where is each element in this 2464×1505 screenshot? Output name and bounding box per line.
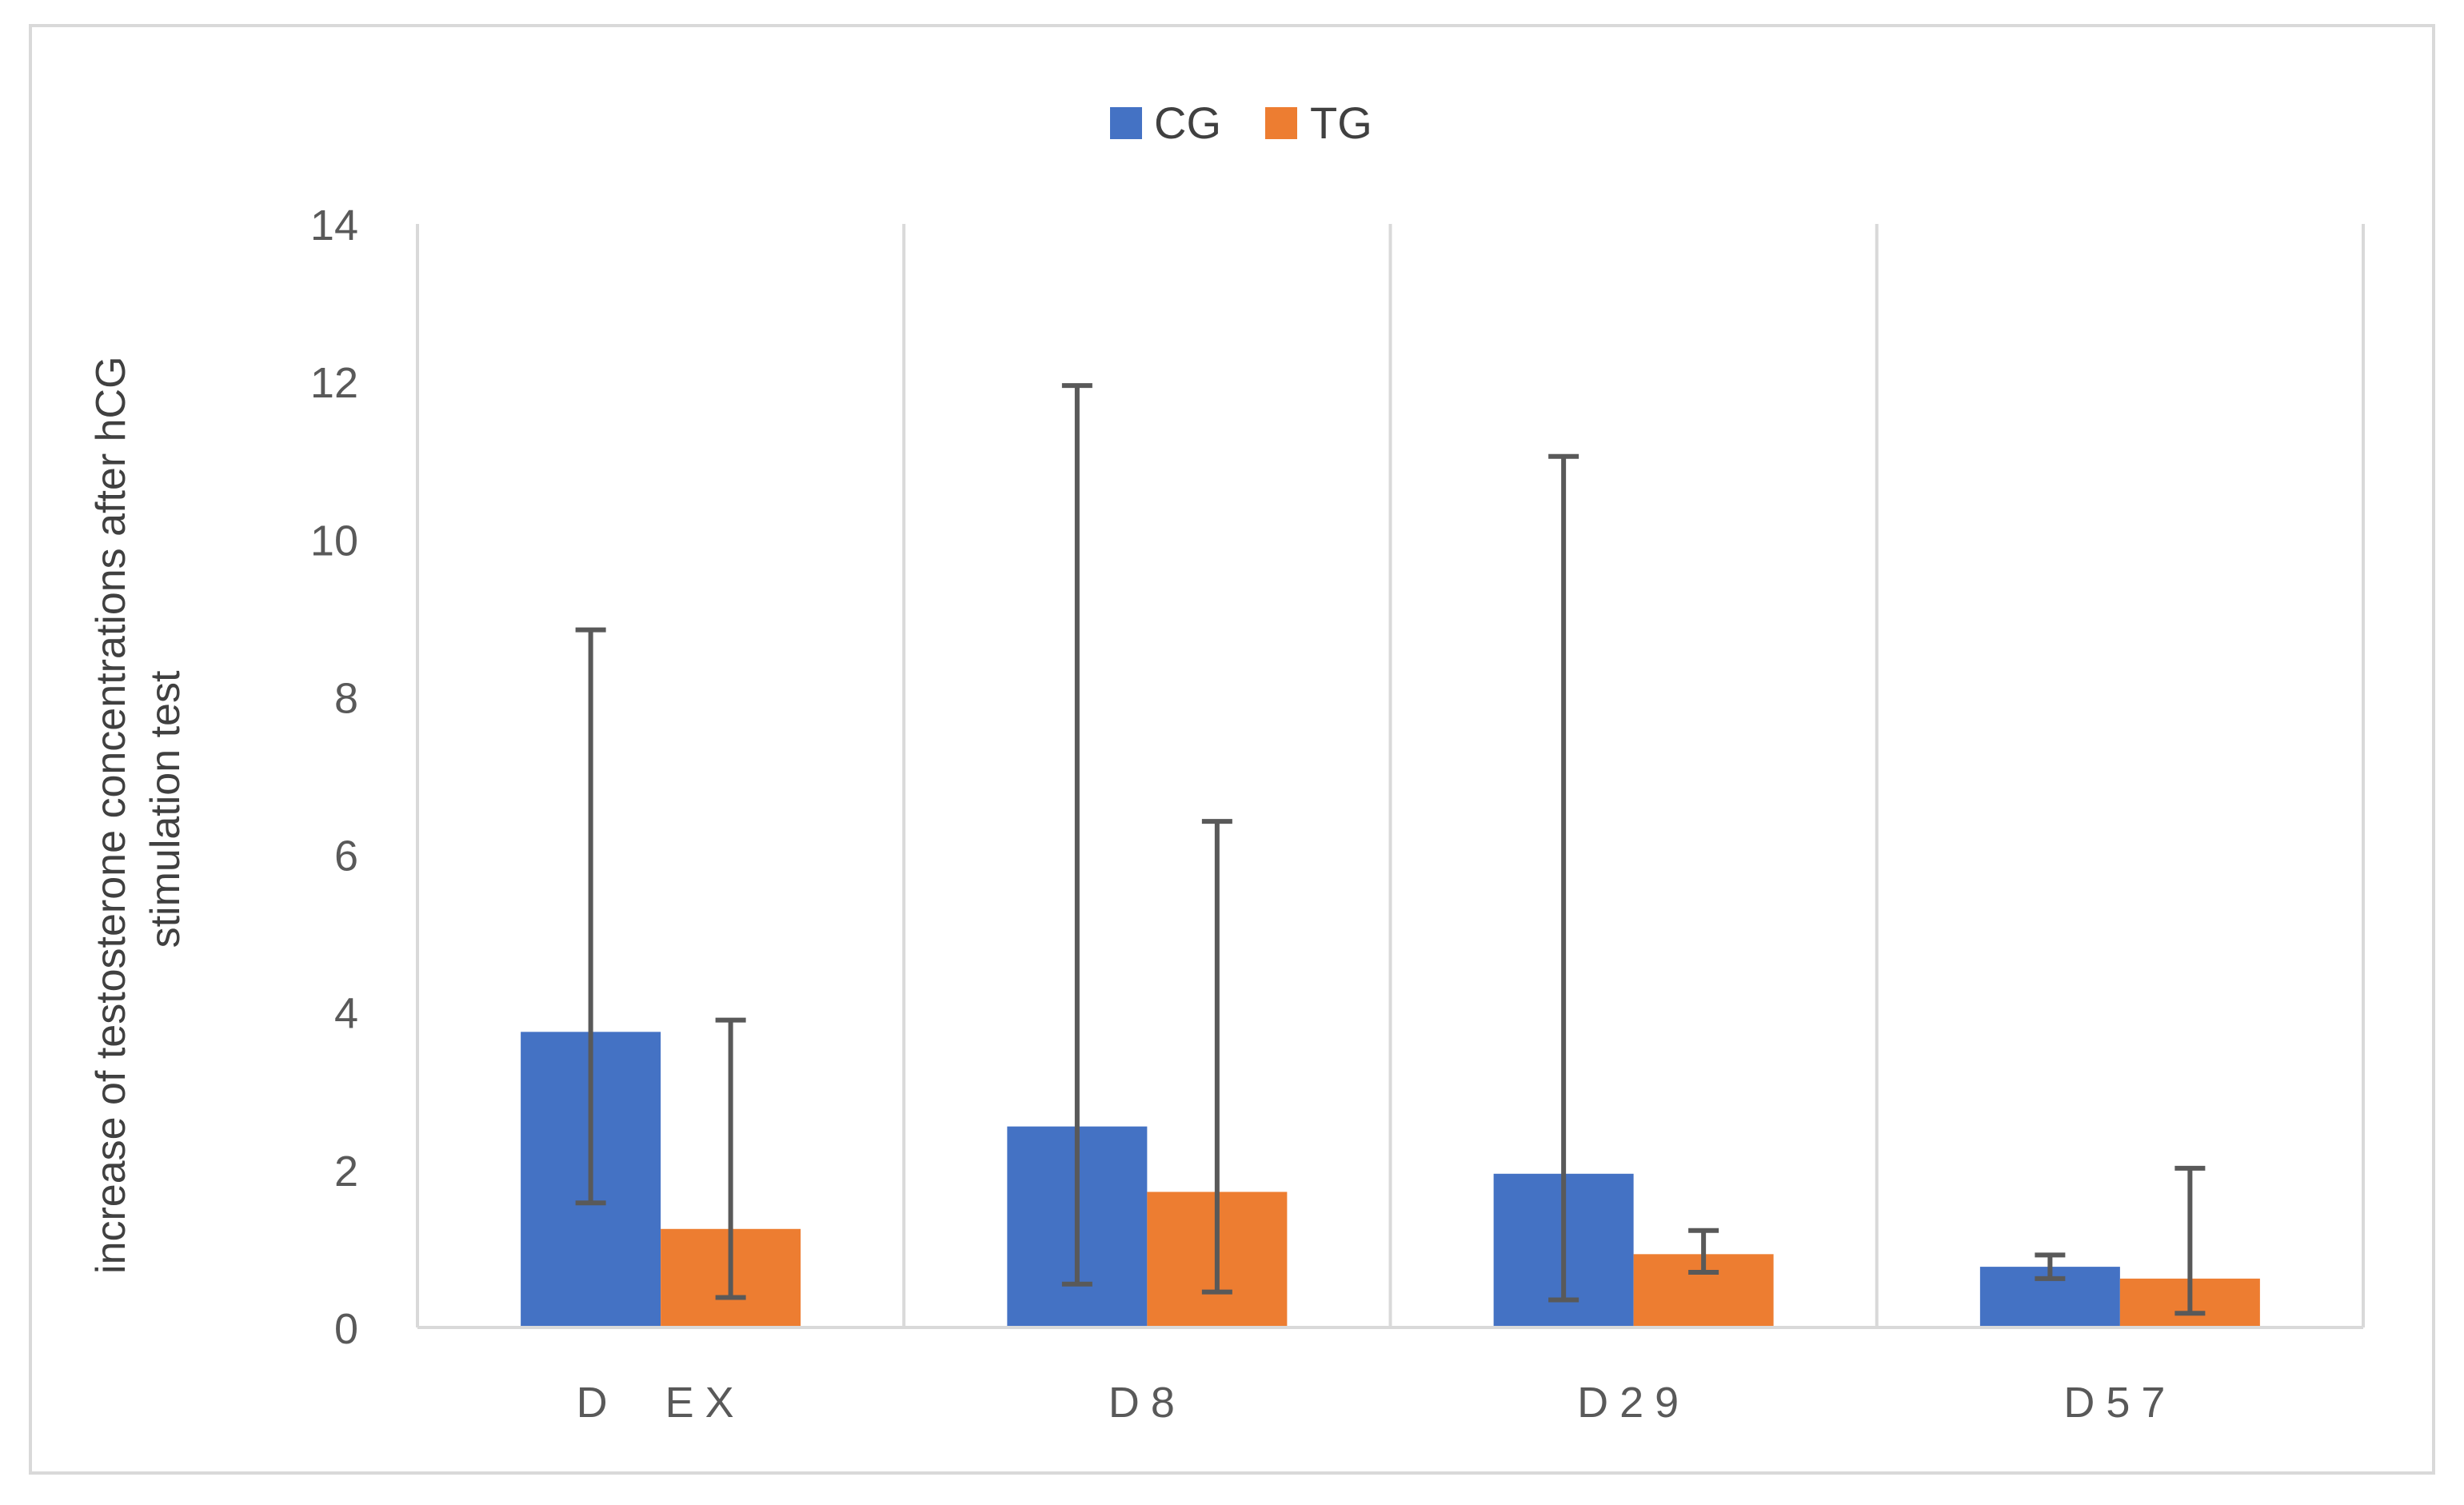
y-tick-label: 10 bbox=[310, 517, 358, 565]
legend-swatch-cg bbox=[1110, 107, 1142, 139]
error-bar-tg-2 bbox=[1688, 1228, 1719, 1275]
error-bar-tg-3 bbox=[2174, 1165, 2206, 1316]
y-tick-label: 2 bbox=[334, 1148, 358, 1196]
x-tick-label: D8 bbox=[1108, 1379, 1186, 1427]
x-tick-label: D EX bbox=[577, 1379, 745, 1427]
x-tick-label: D29 bbox=[1577, 1379, 1690, 1427]
y-axis-label: increase of testosterone concentrations … bbox=[88, 345, 189, 1274]
legend-label-cg: CG bbox=[1154, 98, 1221, 148]
x-tick-label: D57 bbox=[2063, 1379, 2176, 1427]
legend: CG TG bbox=[1110, 98, 1372, 148]
legend-label-tg: TG bbox=[1310, 98, 1372, 148]
y-tick-label: 8 bbox=[334, 674, 358, 722]
legend-swatch-tg bbox=[1265, 107, 1297, 139]
y-tick-label: 12 bbox=[310, 359, 358, 407]
error-bar-tg-1 bbox=[1201, 819, 1232, 1295]
y-axis-label-line-2: stimulation test bbox=[142, 670, 189, 948]
axes: 0 2 4 6 8 10 12 14 D EX D8 D29 D57 bbox=[310, 202, 2363, 1427]
error-bar-cg-1 bbox=[1061, 383, 1092, 1287]
error-bar-cg-2 bbox=[1548, 453, 1579, 1303]
y-tick-label: 4 bbox=[334, 990, 358, 1038]
gridlines bbox=[416, 224, 2365, 1327]
error-bar-tg-0 bbox=[715, 1017, 746, 1300]
y-axis-label-line-1: increase of testosterone concentrations … bbox=[88, 356, 134, 1274]
error-bar-cg-0 bbox=[575, 627, 606, 1206]
error-bars bbox=[575, 383, 2206, 1316]
y-tick-label: 0 bbox=[334, 1305, 358, 1353]
y-tick-label: 6 bbox=[334, 832, 358, 880]
y-tick-label: 14 bbox=[310, 202, 358, 250]
error-bar-cg-3 bbox=[2035, 1252, 2066, 1281]
